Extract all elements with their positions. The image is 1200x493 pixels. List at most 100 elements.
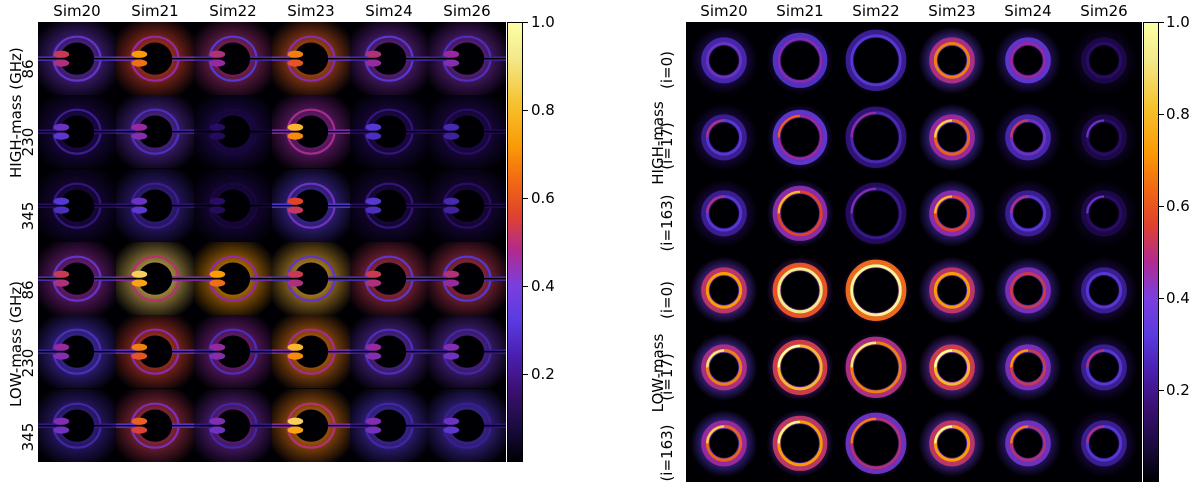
image-cell: [116, 22, 194, 96]
left-row-label: 345: [19, 422, 37, 452]
colorbar-tick: [1159, 298, 1164, 299]
colorbar-tick: [523, 22, 528, 23]
image-cell: [272, 22, 350, 96]
right-col-label: Sim26: [1080, 2, 1128, 20]
image-cell: [686, 251, 762, 329]
left-row-label: 230: [19, 348, 37, 378]
image-cell: [38, 95, 116, 169]
image-cell: [990, 251, 1066, 329]
right-row-label: (i=0): [658, 281, 676, 319]
image-cell: [350, 315, 428, 389]
right-col-label: Sim24: [1004, 2, 1052, 20]
image-cell: [990, 405, 1066, 482]
image-cell: [1066, 251, 1142, 329]
right-row-label: (i=163): [658, 194, 676, 252]
image-cell: [914, 328, 990, 406]
left-col-label: Sim20: [53, 2, 101, 20]
image-cell: [116, 168, 194, 242]
right-row-label: (i=17): [658, 353, 676, 401]
image-cell: [38, 315, 116, 389]
left-row-label: 86: [19, 59, 37, 79]
left-image-grid: [38, 22, 506, 462]
image-cell: [1066, 175, 1142, 252]
image-cell: [914, 405, 990, 482]
image-cell: [762, 98, 838, 176]
image-cell: [38, 168, 116, 242]
image-cell: [350, 168, 428, 242]
image-cell: [38, 22, 116, 96]
right-col-label: Sim21: [776, 2, 824, 20]
colorbar-tick-label: 0.4: [531, 277, 555, 295]
image-cell: [350, 242, 428, 316]
image-cell: [194, 22, 272, 96]
left-colorbar: [507, 22, 523, 462]
colorbar-tick-label: 0.2: [1166, 381, 1190, 399]
image-cell: [428, 388, 506, 462]
image-cell: [1066, 98, 1142, 176]
image-cell: [914, 175, 990, 252]
image-cell: [428, 95, 506, 169]
colorbar-tick: [1159, 22, 1164, 23]
image-cell: [914, 22, 990, 99]
image-cell: [838, 405, 914, 482]
colorbar-tick: [1159, 114, 1164, 115]
left-row-label: 345: [19, 201, 37, 231]
image-cell: [762, 251, 838, 329]
right-col-label: Sim22: [852, 2, 900, 20]
image-cell: [272, 168, 350, 242]
right-row-label: (i=163): [658, 424, 676, 482]
image-cell: [990, 98, 1066, 176]
image-cell: [838, 251, 914, 329]
left-col-label: Sim23: [287, 2, 335, 20]
image-cell: [428, 22, 506, 96]
right-colorbar: [1143, 22, 1159, 482]
image-cell: [116, 388, 194, 462]
image-cell: [762, 405, 838, 482]
image-cell: [116, 315, 194, 389]
right-row-label: (i=17): [658, 122, 676, 170]
left-col-label: Sim26: [443, 2, 491, 20]
colorbar-tick: [523, 110, 528, 111]
image-cell: [272, 388, 350, 462]
image-cell: [838, 328, 914, 406]
right-row-label: (i=0): [658, 51, 676, 89]
image-cell: [838, 98, 914, 176]
image-cell: [428, 168, 506, 242]
image-cell: [350, 388, 428, 462]
colorbar-tick: [523, 374, 528, 375]
colorbar-tick-label: 0.4: [1166, 289, 1190, 307]
image-cell: [1066, 405, 1142, 482]
image-cell: [1066, 22, 1142, 99]
image-cell: [194, 242, 272, 316]
image-cell: [272, 315, 350, 389]
colorbar-tick-label: 0.8: [1166, 105, 1190, 123]
colorbar-tick: [523, 286, 528, 287]
colorbar-tick-label: 0.6: [531, 189, 555, 207]
image-cell: [762, 328, 838, 406]
image-cell: [686, 175, 762, 252]
image-cell: [686, 405, 762, 482]
colorbar-tick-label: 0.8: [531, 101, 555, 119]
colorbar-tick: [1159, 390, 1164, 391]
colorbar-tick-label: 1.0: [1166, 13, 1190, 31]
image-cell: [38, 242, 116, 316]
image-cell: [38, 388, 116, 462]
colorbar-tick: [1159, 206, 1164, 207]
image-cell: [116, 242, 194, 316]
image-cell: [686, 328, 762, 406]
image-cell: [762, 22, 838, 99]
image-cell: [350, 95, 428, 169]
left-col-label: Sim21: [131, 2, 179, 20]
right-image-grid: [686, 22, 1142, 482]
colorbar-tick: [523, 198, 528, 199]
right-col-label: Sim20: [700, 2, 748, 20]
image-cell: [428, 242, 506, 316]
image-cell: [194, 315, 272, 389]
image-cell: [194, 388, 272, 462]
image-cell: [194, 95, 272, 169]
left-col-label: Sim22: [209, 2, 257, 20]
image-cell: [914, 98, 990, 176]
image-cell: [838, 175, 914, 252]
colorbar-tick-label: 0.2: [531, 365, 555, 383]
image-cell: [990, 175, 1066, 252]
